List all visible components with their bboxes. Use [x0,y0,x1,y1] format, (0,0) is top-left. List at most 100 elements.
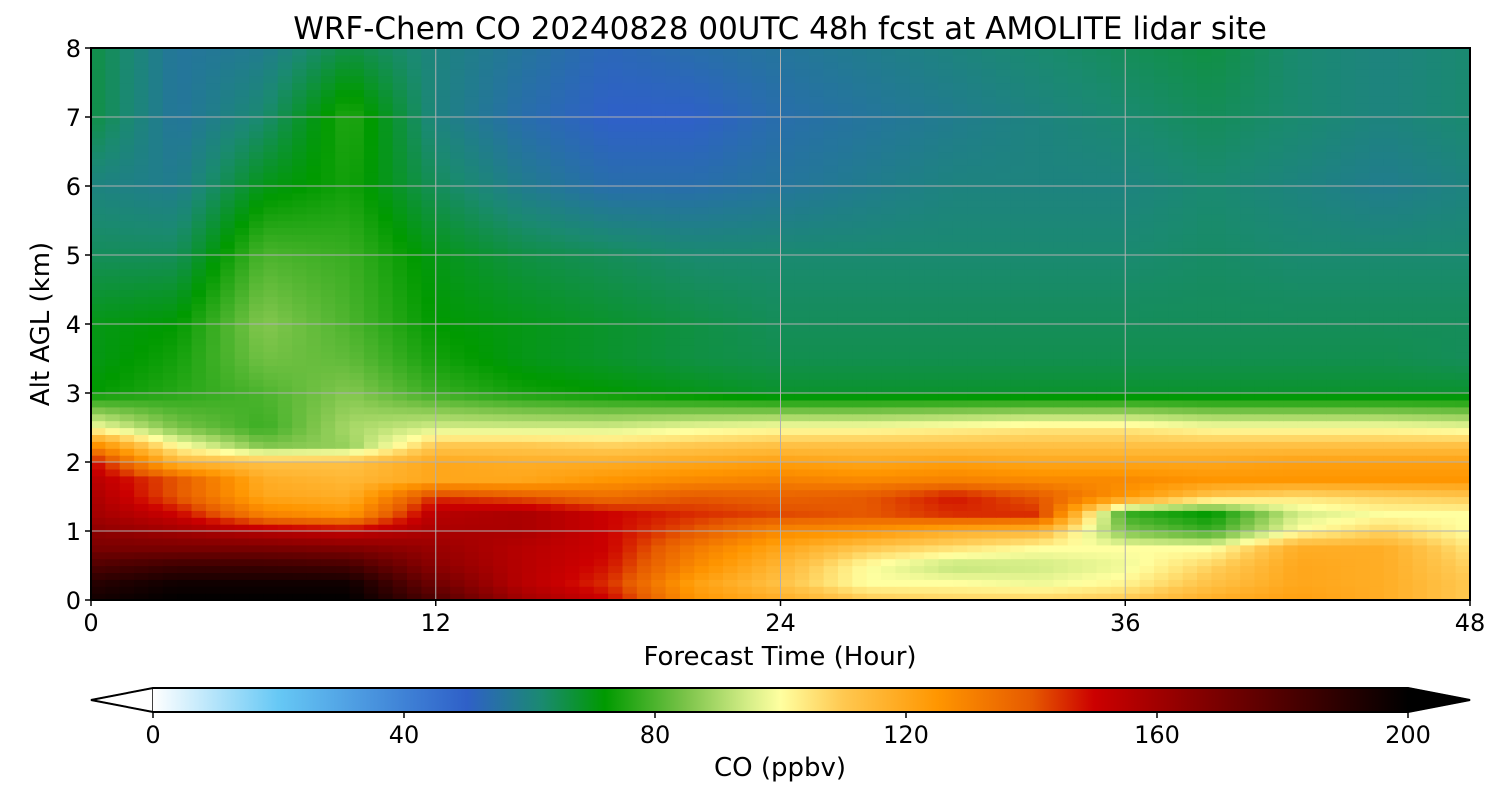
heatmap-cell [1254,489,1270,498]
heatmap-cell [1398,531,1414,539]
heatmap-cell [464,496,480,504]
heatmap-cell [823,455,839,463]
heatmap-cell [1426,510,1442,518]
heatmap-cell [565,496,580,504]
heatmap-cell [924,462,940,470]
heatmap-cell [550,565,566,573]
heatmap-cell [1441,386,1457,394]
heatmap-cell [306,593,322,600]
heatmap-cell [435,296,451,304]
heatmap-cell [249,324,264,332]
heatmap-cell [1240,268,1256,277]
heatmap-cell [435,524,451,532]
heatmap-cell [565,406,580,415]
heatmap-cell [349,586,365,594]
heatmap-cell [249,255,264,263]
heatmap-cell [622,386,638,394]
heatmap-cell [335,289,351,297]
heatmap-cell [1311,365,1327,373]
heatmap-cell [119,393,135,401]
heatmap-cell [809,448,825,456]
heatmap-cell [220,413,236,422]
heatmap-cell [1110,537,1126,546]
heatmap-cell [1441,593,1457,600]
heatmap-cell [924,282,940,291]
heatmap-cell [507,365,523,373]
heatmap-cell [277,510,293,518]
heatmap-cell [565,330,580,339]
heatmap-cell [392,579,408,587]
heatmap-cell [1340,330,1356,339]
heatmap-cell [1355,544,1371,553]
heatmap-cell [809,261,825,270]
heatmap-cell [866,275,882,284]
heatmap-cell [995,524,1011,532]
heatmap-cell [967,496,983,504]
heatmap-cell [679,517,695,525]
heatmap-cell [349,282,365,291]
heatmap-cell [1153,455,1169,463]
heatmap-cell [794,462,810,470]
heatmap-cell [794,517,810,525]
heatmap-cell [335,468,351,477]
heatmap-cell [579,434,595,442]
heatmap-cell [421,344,437,353]
heatmap-cell [119,310,135,318]
heatmap-cell [1182,248,1198,256]
heatmap-cell [881,282,897,291]
heatmap-cell [320,572,336,580]
heatmap-cell [708,330,724,339]
heatmap-cell [1398,351,1414,360]
heatmap-cell [1355,330,1371,339]
heatmap-cell [866,248,882,256]
heatmap-cell [1355,579,1371,587]
heatmap-cell [723,337,738,346]
heatmap-cell [191,255,207,263]
heatmap-cell [593,386,609,394]
heatmap-cell [435,241,451,249]
heatmap-cell [1168,330,1184,339]
heatmap-cell [1125,579,1141,587]
heatmap-cell [249,503,264,511]
heatmap-cell [1455,551,1470,560]
heatmap-cell [392,489,408,498]
heatmap-cell [938,455,954,463]
heatmap-cell [105,261,121,270]
heatmap-cell [823,303,839,311]
heatmap-cell [651,544,667,553]
heatmap-cell [335,358,351,366]
heatmap-cell [119,406,135,415]
heatmap-cell [177,255,193,263]
heatmap-cell [909,406,925,415]
heatmap-cell [1067,275,1083,284]
heatmap-cell [1067,510,1083,518]
heatmap-cell [1110,524,1126,532]
heatmap-cell [737,393,753,401]
heatmap-cell [837,531,853,539]
heatmap-cell [507,255,523,263]
heatmap-cell [1010,255,1026,263]
heatmap-cell [1125,462,1141,470]
heatmap-cell [277,558,293,567]
heatmap-cell [694,275,710,284]
heatmap-cell [708,441,724,449]
heatmap-cell [737,399,753,408]
heatmap-cell [91,510,106,518]
heatmap-cell [464,330,480,339]
heatmap-cell [249,524,264,532]
heatmap-cell [1455,317,1470,325]
heatmap-cell [981,303,997,311]
heatmap-cell [866,365,882,373]
heatmap-cell [349,448,365,456]
heatmap-cell [1010,241,1026,249]
heatmap-cell [1383,406,1399,415]
heatmap-cell [378,379,394,387]
heatmap-cell [306,413,322,422]
heatmap-cell [737,296,753,304]
heatmap-cell [119,420,135,429]
heatmap-cell [780,379,796,387]
heatmap-cell [191,303,207,311]
heatmap-cell [363,358,379,366]
heatmap-cell [277,565,293,573]
heatmap-cell [1010,593,1026,600]
